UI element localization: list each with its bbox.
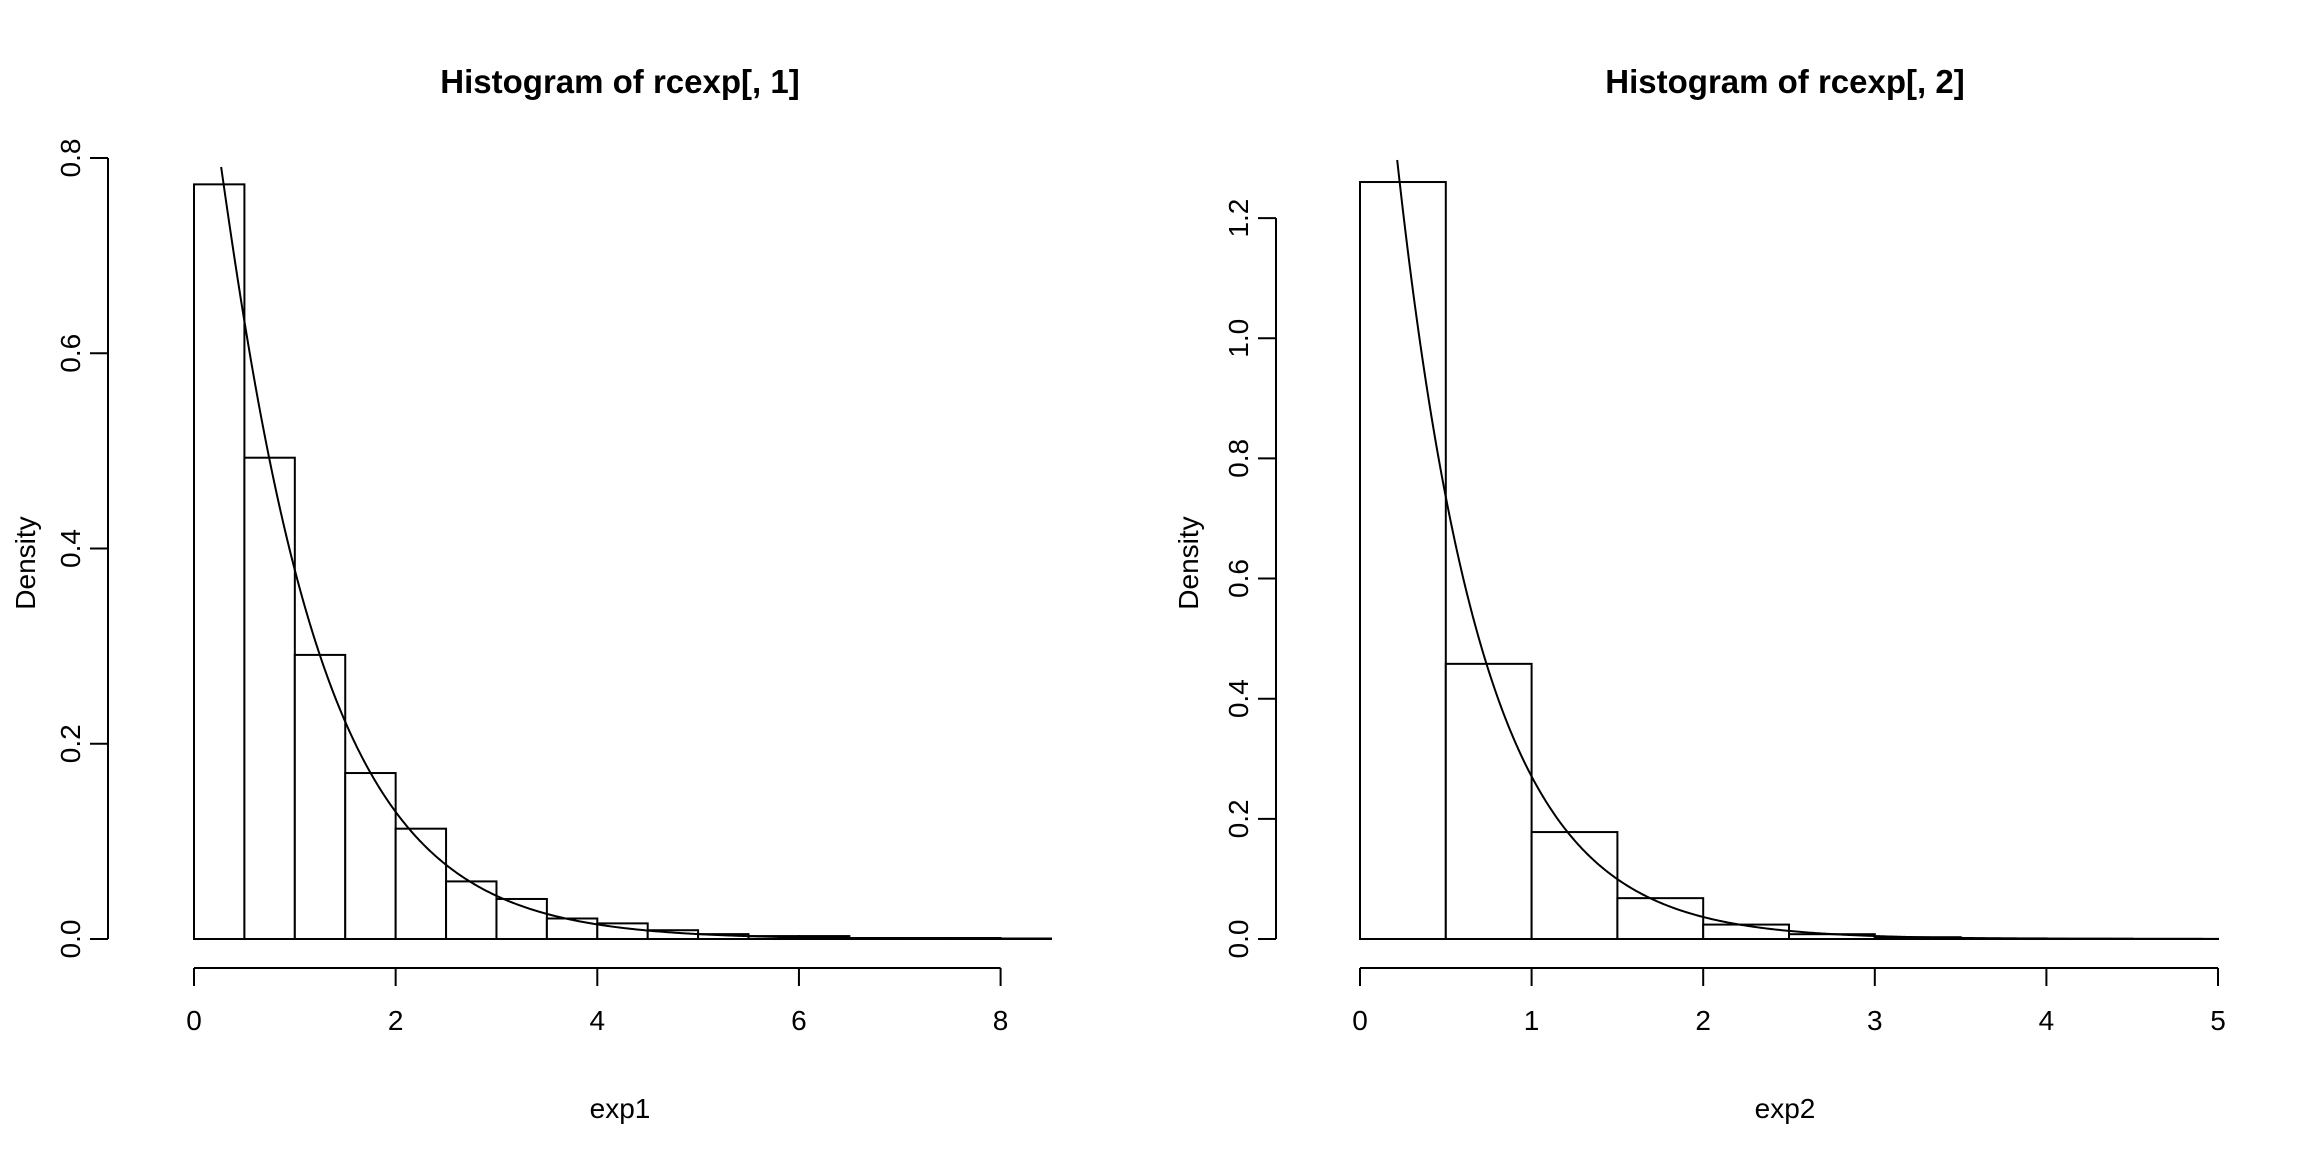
y-tick-label: 0.2 xyxy=(1223,799,1254,838)
histogram-bar xyxy=(1530,831,1619,940)
y-tick-label: 0.6 xyxy=(1223,559,1254,598)
chart-title: Histogram of rcexp[, 1] xyxy=(440,63,799,100)
x-tick-label: 0 xyxy=(186,1005,202,1036)
x-tick-label: 5 xyxy=(2210,1005,2226,1036)
histogram-panel-exp2: Histogram of rcexp[, 2] 0 1 2 3 4 5 0.0 0.2 0.4… xyxy=(1173,63,2226,1124)
histogram-bar xyxy=(243,456,296,940)
histogram-bar xyxy=(1702,923,1790,941)
x-tick-label: 3 xyxy=(1867,1005,1883,1036)
histogram-bar xyxy=(1359,181,1447,940)
density-curve xyxy=(220,166,1051,940)
x-tick-label: 2 xyxy=(1695,1005,1711,1036)
x-tick-label: 6 xyxy=(791,1005,807,1036)
histogram-bar xyxy=(394,827,448,941)
y-axis: 0.0 0.2 0.4 0.6 0.8 1.0 1.2 xyxy=(1223,199,1277,959)
y-tick-label: 1.2 xyxy=(1223,199,1254,238)
histogram-bar xyxy=(193,183,246,940)
density-curve xyxy=(1396,159,2219,940)
x-tick-label: 2 xyxy=(388,1005,404,1036)
x-tick-label: 4 xyxy=(2039,1005,2055,1036)
x-axis: 0 1 2 3 4 5 xyxy=(1352,967,2226,1036)
histogram-bar xyxy=(344,772,397,940)
x-axis-label: exp2 xyxy=(1755,1093,1816,1124)
y-tick-label: 0.8 xyxy=(55,139,86,178)
histogram-bar xyxy=(1444,662,1533,941)
histogram-bar xyxy=(293,653,347,940)
y-tick-label: 0.0 xyxy=(55,920,86,959)
x-tick-label: 1 xyxy=(1524,1005,1540,1036)
histogram-bar xyxy=(545,917,599,941)
y-axis: 0.0 0.2 0.4 0.6 0.8 xyxy=(55,139,109,959)
y-tick-label: 0.6 xyxy=(55,334,86,373)
x-axis-label: exp1 xyxy=(590,1093,651,1124)
histogram-bars xyxy=(1359,181,2219,941)
y-tick-label: 0.0 xyxy=(1223,920,1254,959)
histogram-bars xyxy=(193,183,1053,941)
histogram-bar xyxy=(495,897,548,941)
y-tick-label: 1.0 xyxy=(1223,319,1254,358)
histogram-bar xyxy=(445,880,498,940)
chart-title: Histogram of rcexp[, 2] xyxy=(1605,63,1964,100)
x-axis: 0 2 4 6 8 xyxy=(186,967,1009,1036)
y-tick-label: 0.4 xyxy=(1223,679,1254,718)
x-tick-label: 0 xyxy=(1352,1005,1368,1036)
x-tick-label: 8 xyxy=(993,1005,1009,1036)
y-tick-label: 0.2 xyxy=(55,724,86,763)
y-tick-label: 0.8 xyxy=(1223,439,1254,478)
y-tick-label: 0.4 xyxy=(55,529,86,568)
x-tick-label: 4 xyxy=(590,1005,606,1036)
y-axis-label: Density xyxy=(10,516,41,609)
histogram-bar xyxy=(1616,897,1705,941)
y-axis-label: Density xyxy=(1173,516,1204,609)
